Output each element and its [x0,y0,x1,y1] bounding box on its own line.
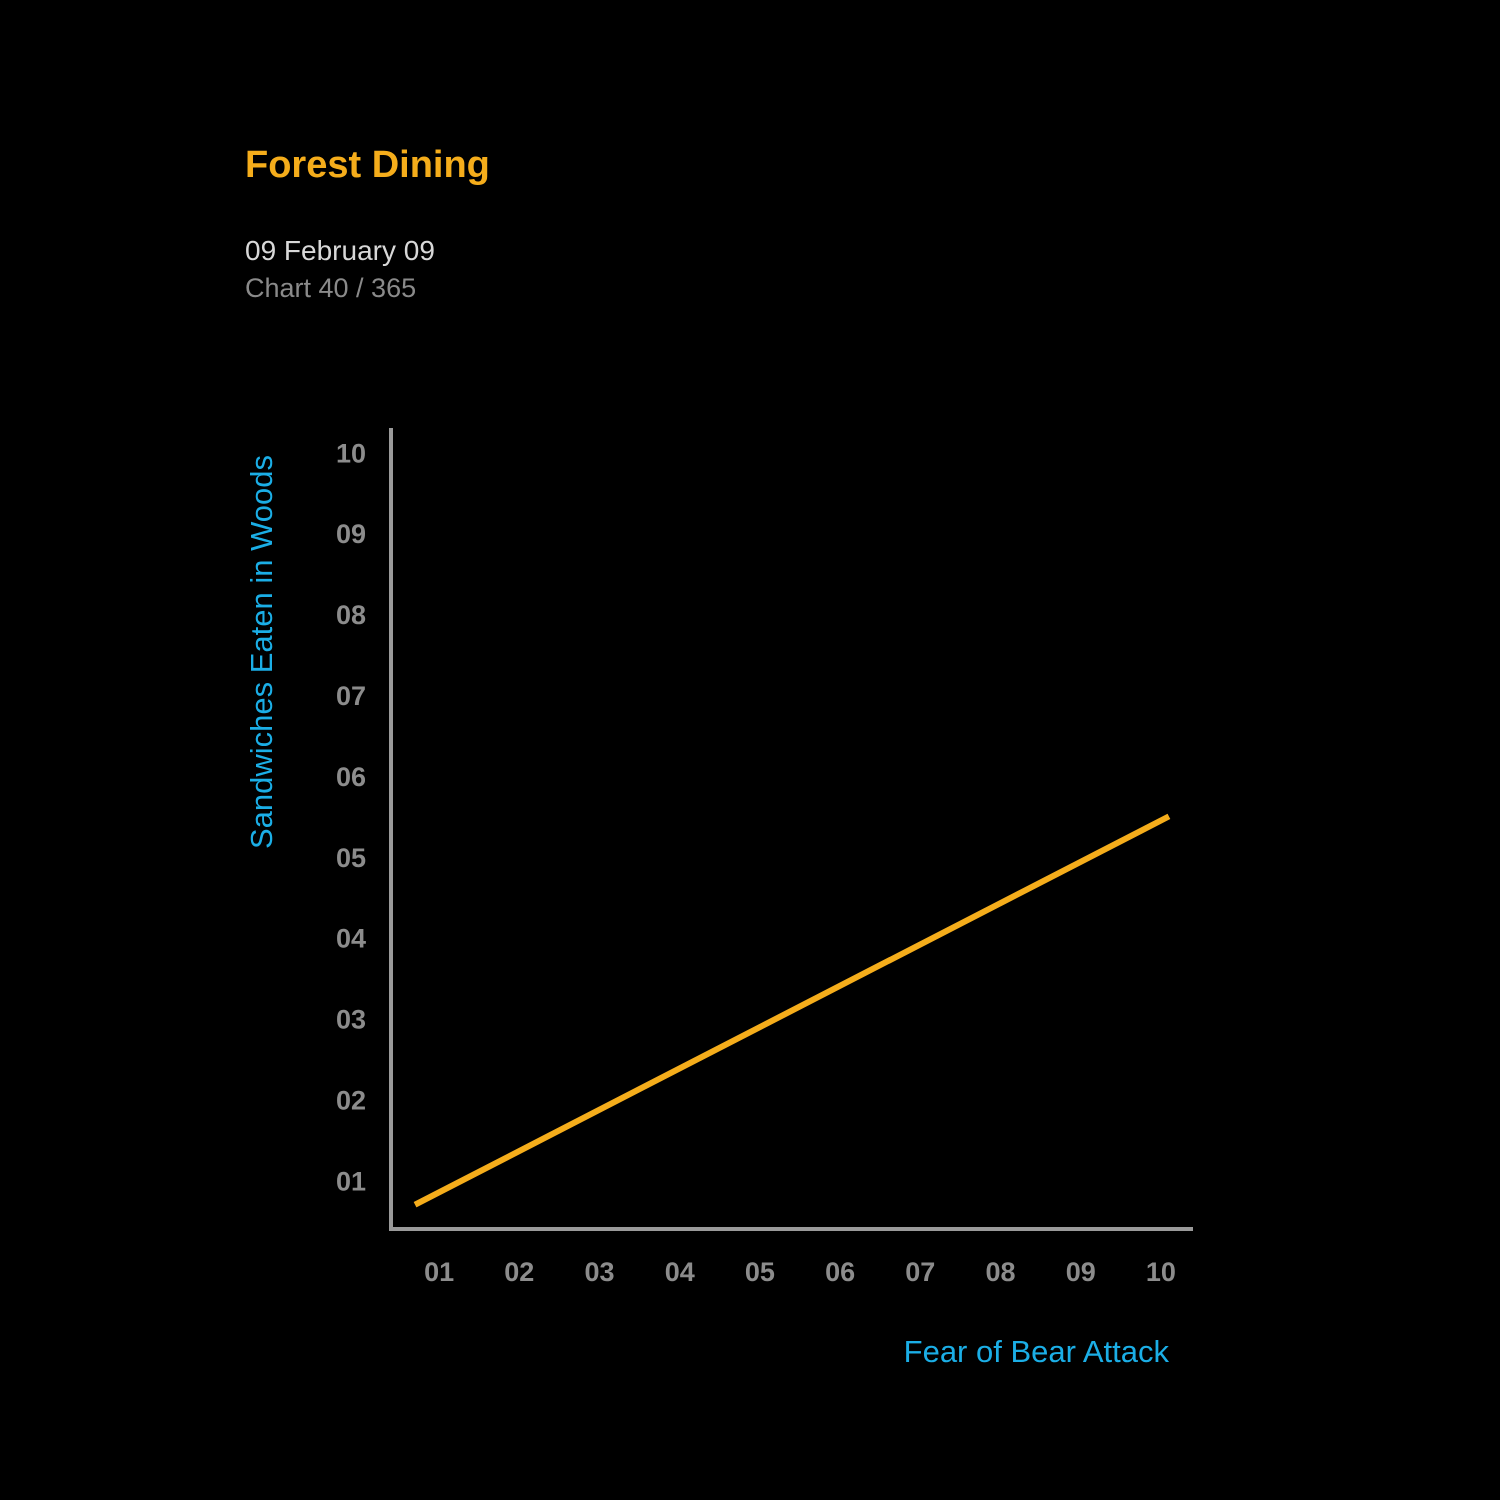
x-tick-label: 02 [504,1257,534,1287]
x-axis-title: Fear of Bear Attack [904,1334,1170,1369]
chart-date: 09 February 09 [245,235,435,266]
x-tick-label: 04 [665,1257,695,1287]
x-tick-label: 09 [1066,1257,1096,1287]
y-tick-label: 01 [336,1166,366,1196]
x-axis-tick-labels: 01 02 03 04 05 06 07 08 09 10 [424,1257,1176,1287]
chart-counter: Chart 40 / 365 [245,273,417,303]
x-tick-label: 10 [1146,1257,1176,1287]
y-axis-tick-labels: 01 02 03 04 05 06 07 08 09 10 [336,438,366,1196]
y-tick-label: 04 [336,924,366,954]
y-tick-label: 08 [336,600,366,630]
x-tick-label: 03 [584,1257,614,1287]
y-tick-label: 10 [336,438,366,468]
y-axis-title: Sandwiches Eaten in Woods [244,455,279,849]
x-tick-label: 08 [985,1257,1015,1287]
series-line [413,813,1171,1208]
page-title: Forest Dining [245,144,490,186]
y-tick-label: 03 [336,1005,366,1035]
y-tick-label: 06 [336,762,366,792]
y-tick-label: 09 [336,519,366,549]
x-tick-label: 07 [905,1257,935,1287]
y-tick-label: 05 [336,843,366,873]
y-tick-label: 07 [336,681,366,711]
x-tick-label: 01 [424,1257,454,1287]
x-tick-label: 06 [825,1257,855,1287]
x-tick-label: 05 [745,1257,775,1287]
series-group [413,813,1171,1208]
y-tick-label: 02 [336,1086,366,1116]
